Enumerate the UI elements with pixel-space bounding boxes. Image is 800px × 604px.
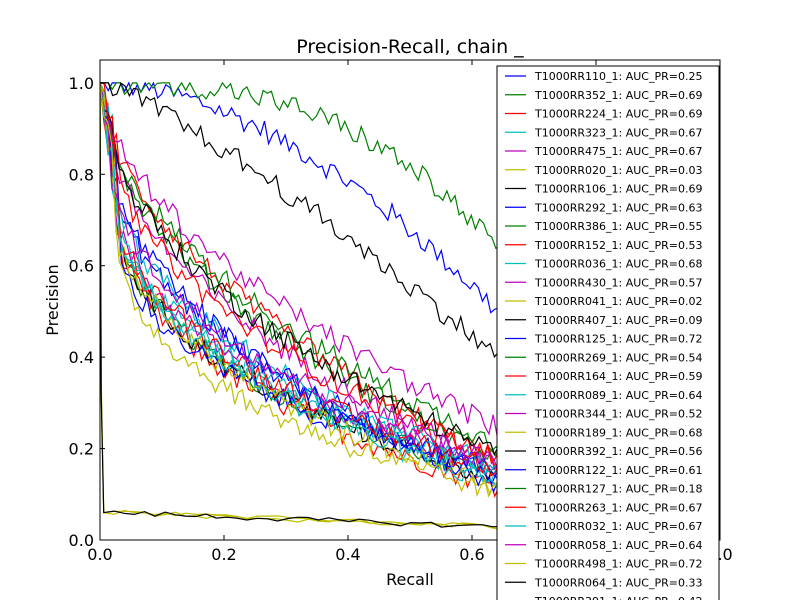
legend-label: T1000RR125_1: AUC_PR=0.72 [534,333,702,346]
legend-label: T1000RR344_1: AUC_PR=0.52 [534,408,702,421]
legend-label: T1000RR263_1: AUC_PR=0.67 [534,501,702,514]
legend-label: T1000RR127_1: AUC_PR=0.18 [534,483,702,496]
plot-frame [99,59,721,541]
legend-label: T1000RR269_1: AUC_PR=0.54 [534,351,702,364]
x-tick-label: 0.0 [87,545,112,564]
legend: T1000RR110_1: AUC_PR=0.25 T1000RR352_1: A… [496,65,720,604]
legend-label: T1000RR391_1: AUC_PR=0.42 [534,595,702,600]
legend-label: T1000RR224_1: AUC_PR=0.69 [534,108,702,121]
y-tick-label: 0.6 [69,257,94,276]
legend-label: T1000RR189_1: AUC_PR=0.68 [534,426,702,439]
legend-label: T1000RR122_1: AUC_PR=0.61 [534,464,702,477]
y-tick-label: 0.2 [69,440,94,459]
legend-label: T1000RR498_1: AUC_PR=0.72 [534,558,702,571]
legend-label: T1000RR323_1: AUC_PR=0.67 [534,126,702,139]
legend-label: T1000RR036_1: AUC_PR=0.68 [534,258,702,271]
legend-label: T1000RR392_1: AUC_PR=0.56 [534,445,702,458]
y-tick-label: 0.4 [69,348,94,367]
y-axis-label: Precision [43,264,62,335]
legend-box [496,65,720,604]
legend-label: T1000RR430_1: AUC_PR=0.57 [534,276,702,289]
legend-label: T1000RR407_1: AUC_PR=0.09 [534,314,702,327]
legend-label: T1000RR292_1: AUC_PR=0.63 [534,201,702,214]
legend-label: T1000RR032_1: AUC_PR=0.67 [534,520,702,533]
legend-label: T1000RR106_1: AUC_PR=0.69 [534,183,702,196]
legend-label: T1000RR020_1: AUC_PR=0.03 [534,164,702,177]
x-tick-label: 0.2 [211,545,236,564]
legend-label: T1000RR352_1: AUC_PR=0.69 [534,89,702,102]
x-tick-label: 0.4 [335,545,360,564]
legend-label: T1000RR475_1: AUC_PR=0.67 [534,145,702,158]
legend-label: T1000RR041_1: AUC_PR=0.02 [534,295,702,308]
chart-title: Precision-Recall, chain _ [296,36,524,58]
x-tick-label: 0.6 [459,545,484,564]
legend-label: T1000RR110_1: AUC_PR=0.25 [534,70,702,83]
y-tick-label: 0.8 [69,165,94,184]
legend-label: T1000RR089_1: AUC_PR=0.64 [534,389,702,402]
legend-label: T1000RR152_1: AUC_PR=0.53 [534,239,702,252]
legend-label: T1000RR058_1: AUC_PR=0.64 [534,539,702,552]
x-axis-label: Recall [386,570,434,589]
legend-label: T1000RR386_1: AUC_PR=0.55 [534,220,702,233]
legend-label: T1000RR164_1: AUC_PR=0.59 [534,370,702,383]
y-tick-label: 0.0 [69,531,94,550]
legend-label: T1000RR064_1: AUC_PR=0.33 [534,576,702,589]
y-tick-label: 1.0 [69,74,94,93]
